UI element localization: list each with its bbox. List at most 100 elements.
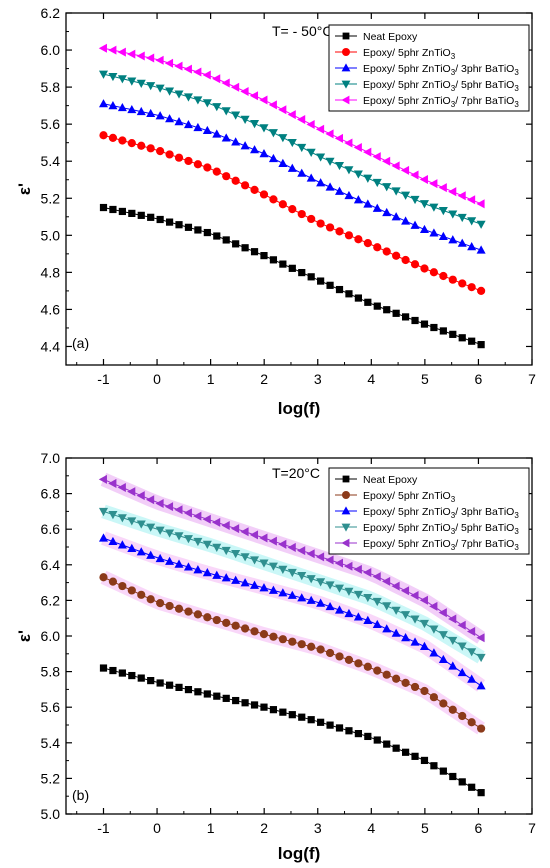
data-point	[127, 49, 136, 59]
data-point	[353, 170, 363, 179]
data-point	[269, 195, 278, 204]
panel-label: (a)	[72, 335, 89, 351]
data-point	[391, 606, 401, 615]
data-point	[307, 642, 316, 651]
data-point	[466, 195, 476, 205]
series-2	[98, 531, 486, 692]
data-point	[353, 612, 363, 621]
data-point	[307, 716, 315, 724]
data-point	[410, 682, 420, 692]
data-point	[429, 601, 438, 611]
data-point	[259, 124, 269, 133]
x-tick-label: 1	[207, 371, 215, 387]
data-point	[136, 106, 146, 116]
y-tick-label: 5.6	[41, 699, 61, 715]
data-point	[325, 182, 335, 191]
data-point	[117, 47, 126, 57]
y-tick-label: 5.8	[41, 664, 61, 680]
data-point	[241, 699, 249, 707]
data-point	[184, 685, 193, 694]
data-point	[146, 595, 155, 604]
data-point	[383, 740, 391, 748]
data-point	[269, 256, 278, 264]
data-point	[156, 215, 164, 224]
data-point	[401, 216, 411, 225]
data-point	[212, 517, 221, 527]
legend-label: Epoxy/ 5phr ZnTiO3/ 5phr BaTiO3	[363, 522, 519, 536]
x-tick-label: 3	[314, 371, 322, 387]
data-point	[344, 231, 354, 240]
data-point	[466, 626, 476, 637]
data-point	[439, 327, 447, 335]
legend: Neat Epoxy Epoxy/ 5phr ZnTiO3 Epoxy/ 5phr …	[328, 467, 530, 555]
data-point	[315, 552, 325, 562]
data-point	[240, 553, 250, 562]
y-tick-label: 5.2	[41, 190, 61, 206]
data-point	[250, 627, 259, 636]
data-point	[391, 187, 401, 196]
data-point	[127, 517, 137, 526]
temperature-annotation: T=20°C	[272, 465, 320, 481]
y-tick-label: 6.8	[41, 486, 61, 502]
data-point	[250, 556, 260, 565]
data-point	[326, 721, 334, 729]
data-point	[278, 200, 287, 209]
data-point	[240, 86, 249, 97]
data-point	[164, 58, 174, 68]
chart-panel-a: -1 0 1 2 3 4 5 6 7 4.4 4.6 4.8 5.0 5.2 5.4 5.6 5.8 6.0 6.2…	[15, 5, 536, 418]
data-point	[221, 107, 231, 116]
data-point	[212, 615, 221, 625]
data-point	[250, 580, 260, 589]
data-point	[231, 550, 241, 559]
data-point	[232, 240, 240, 248]
data-point	[174, 90, 184, 99]
legend-item: Epoxy/ 5phr ZnTiO3/ 5phr BaTiO3	[335, 522, 519, 536]
data-point	[448, 705, 457, 714]
series-4	[98, 472, 485, 644]
data-point	[297, 209, 306, 219]
x-tick-label: 1	[207, 820, 215, 836]
data-point	[457, 642, 467, 651]
legend-label: Epoxy/ 5phr ZnTiO3/ 3phr BaTiO3	[363, 506, 519, 520]
data-point	[306, 148, 316, 157]
y-tick-label: 5.0	[41, 227, 61, 243]
data-point	[174, 559, 184, 568]
data-point	[457, 238, 467, 247]
data-point	[98, 474, 107, 484]
data-point	[419, 641, 429, 650]
data-point	[317, 277, 325, 285]
data-point	[354, 294, 362, 302]
data-point	[476, 245, 486, 254]
x-tick-label: 4	[367, 371, 375, 387]
data-point	[353, 195, 363, 204]
data-point	[156, 147, 165, 156]
data-point	[315, 124, 325, 134]
data-point	[344, 608, 354, 618]
data-point	[184, 607, 193, 616]
data-point	[108, 577, 118, 586]
data-point	[259, 149, 269, 158]
data-point	[128, 671, 136, 680]
data-point	[232, 696, 240, 705]
data-point	[458, 778, 466, 786]
data-point	[108, 72, 118, 82]
data-point	[155, 84, 165, 93]
data-point	[288, 205, 297, 214]
data-point	[325, 581, 335, 590]
data-point	[127, 543, 137, 552]
data-point	[259, 190, 269, 199]
data-point	[457, 191, 466, 201]
data-point	[136, 547, 146, 556]
data-point	[259, 583, 269, 592]
data-point	[155, 55, 164, 65]
data-point	[99, 664, 108, 672]
data-point	[316, 178, 326, 187]
data-point	[429, 228, 439, 237]
data-point	[335, 285, 344, 294]
data-point	[354, 729, 362, 738]
data-point	[448, 661, 458, 670]
data-point	[183, 508, 192, 518]
y-tick-label: 5.6	[41, 116, 61, 132]
data-point	[136, 491, 145, 501]
x-tick-label: 7	[528, 820, 536, 836]
